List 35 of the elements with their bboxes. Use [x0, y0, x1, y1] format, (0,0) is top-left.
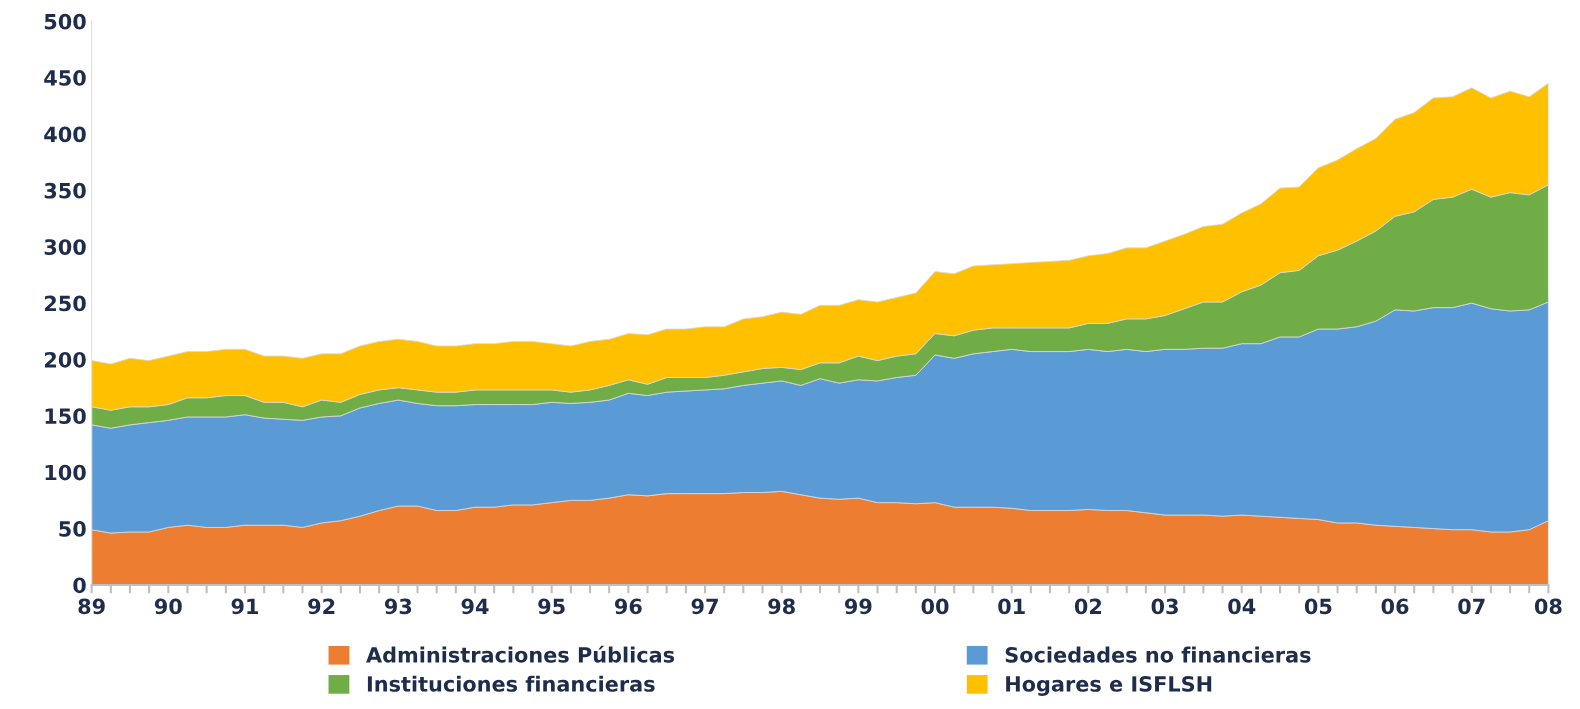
x-tick-label: 01: [998, 598, 1025, 615]
x-tick-label: 00: [921, 598, 949, 615]
y-tick-label: 500: [44, 13, 86, 30]
legend-label: Hogares e ISFLSH: [1006, 676, 1212, 697]
x-tick-label: 98: [768, 598, 795, 615]
x-tick-label: 02: [1074, 598, 1102, 615]
x-tick-label: 95: [538, 598, 565, 615]
y-tick-label: 250: [44, 295, 86, 312]
x-tick-label: 06: [1381, 598, 1409, 615]
x-tick-label: 08: [1534, 598, 1562, 615]
legend-label: Administraciones Públicas: [366, 645, 675, 663]
y-tick-label: 300: [44, 239, 86, 255]
x-tick-label: 94: [461, 598, 489, 615]
legend-label: Instituciones financieras: [367, 675, 655, 692]
x-tick-label: 03: [1151, 598, 1178, 615]
x-tick-label: 04: [1228, 598, 1256, 615]
x-tick-label: 96: [614, 598, 642, 615]
x-tick-label: 93: [384, 598, 412, 615]
y-tick-label: 50: [59, 521, 86, 537]
x-tick-label: 91: [231, 598, 259, 615]
x-tick-label: 92: [308, 598, 335, 615]
x-tick-label: 89: [78, 598, 105, 615]
legend-label: Sociedades no financieras: [1005, 646, 1311, 663]
x-tick-label: 97: [691, 598, 718, 615]
x-tick-label: 99: [844, 598, 872, 615]
x-tick-label: 90: [154, 598, 182, 615]
y-tick-label: 150: [45, 408, 86, 425]
y-tick-label: 0: [73, 577, 86, 594]
x-tick-label: 05: [1304, 598, 1332, 615]
y-tick-label: 100: [45, 464, 86, 481]
x-tick-label: 07: [1458, 598, 1485, 615]
y-tick-label: 450: [44, 70, 86, 86]
y-tick-label: 350: [44, 182, 86, 199]
y-tick-label: 200: [44, 351, 86, 368]
y-tick-label: 400: [44, 126, 86, 143]
